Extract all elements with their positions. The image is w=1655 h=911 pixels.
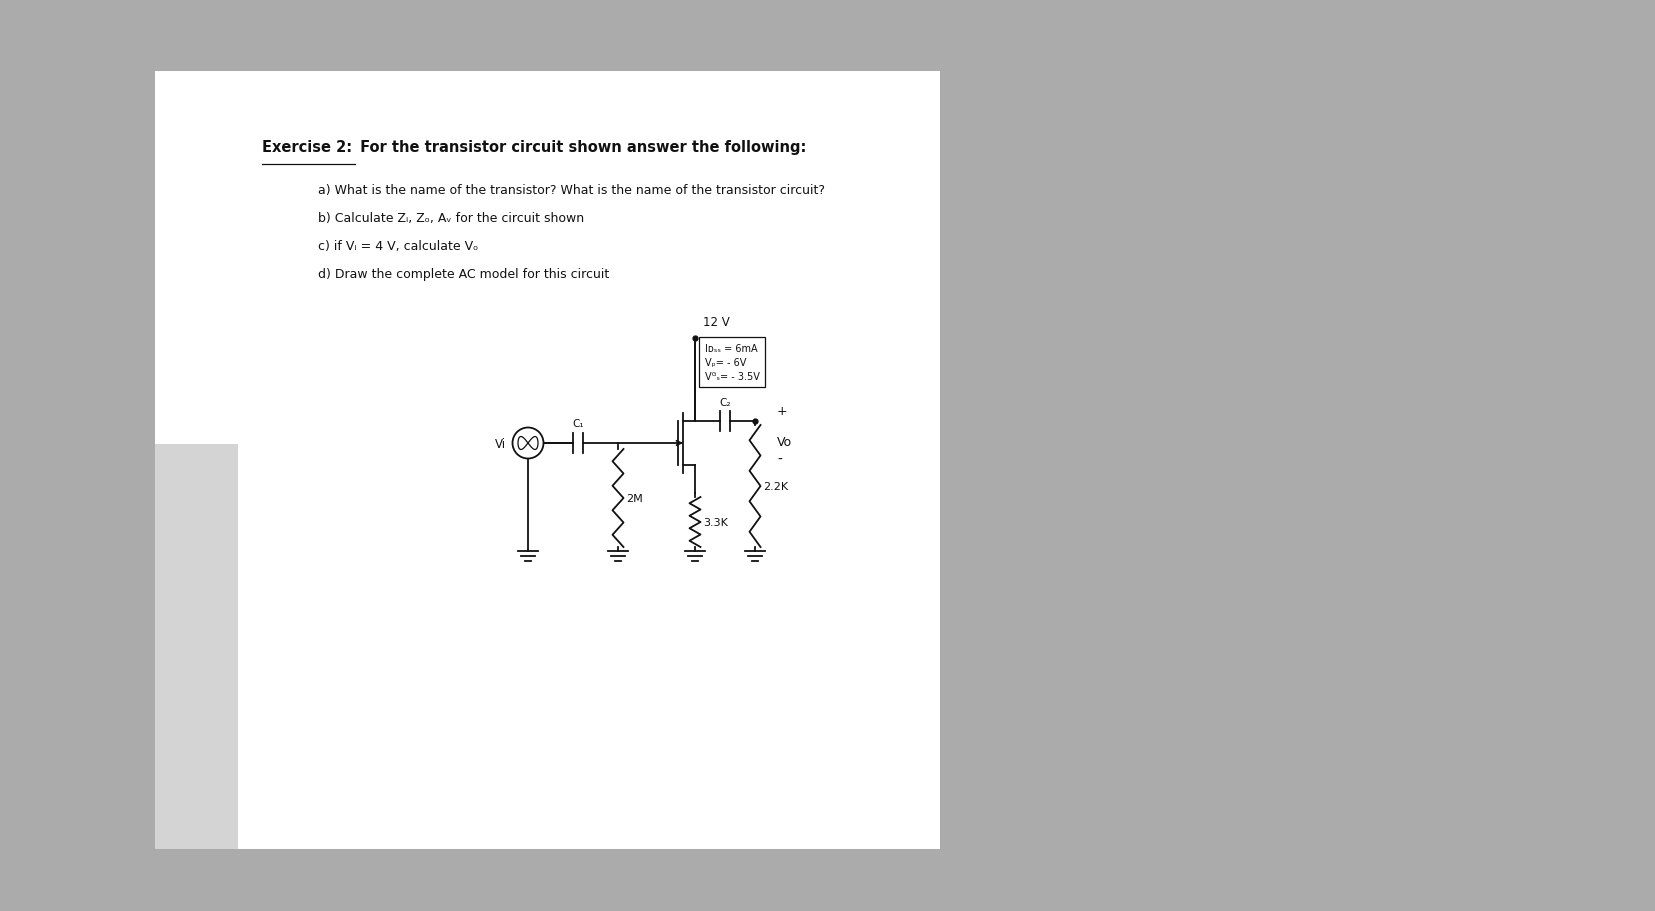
Text: Vo: Vo <box>776 435 791 448</box>
Text: For the transistor circuit shown answer the following:: For the transistor circuit shown answer … <box>354 140 806 155</box>
Text: +: + <box>776 404 788 417</box>
Text: Exercise 2:: Exercise 2: <box>261 140 353 155</box>
Text: 2.2K: 2.2K <box>763 482 788 491</box>
Text: d) Draw the complete AC model for this circuit: d) Draw the complete AC model for this c… <box>318 268 609 281</box>
Text: a) What is the name of the transistor? What is the name of the transistor circui: a) What is the name of the transistor? W… <box>318 184 824 197</box>
Text: C₁: C₁ <box>573 418 584 428</box>
Text: Vi: Vi <box>495 437 506 450</box>
Text: C₂: C₂ <box>718 397 730 407</box>
FancyBboxPatch shape <box>156 72 940 849</box>
Text: 12 V: 12 V <box>703 315 730 329</box>
Text: Iᴅₛₛ = 6mA
Vₚ= - 6V
Vᴳₛ= - 3.5V: Iᴅₛₛ = 6mA Vₚ= - 6V Vᴳₛ= - 3.5V <box>705 343 760 382</box>
Text: 3.3K: 3.3K <box>703 517 728 527</box>
Text: -: - <box>776 453 781 466</box>
Text: c) if Vᵢ = 4 V, calculate Vₒ: c) if Vᵢ = 4 V, calculate Vₒ <box>318 240 478 252</box>
Text: 2M: 2M <box>626 494 642 504</box>
FancyBboxPatch shape <box>156 445 238 849</box>
Text: b) Calculate Zᵢ, Zₒ, Aᵥ for the circuit shown: b) Calculate Zᵢ, Zₒ, Aᵥ for the circuit … <box>318 211 584 225</box>
